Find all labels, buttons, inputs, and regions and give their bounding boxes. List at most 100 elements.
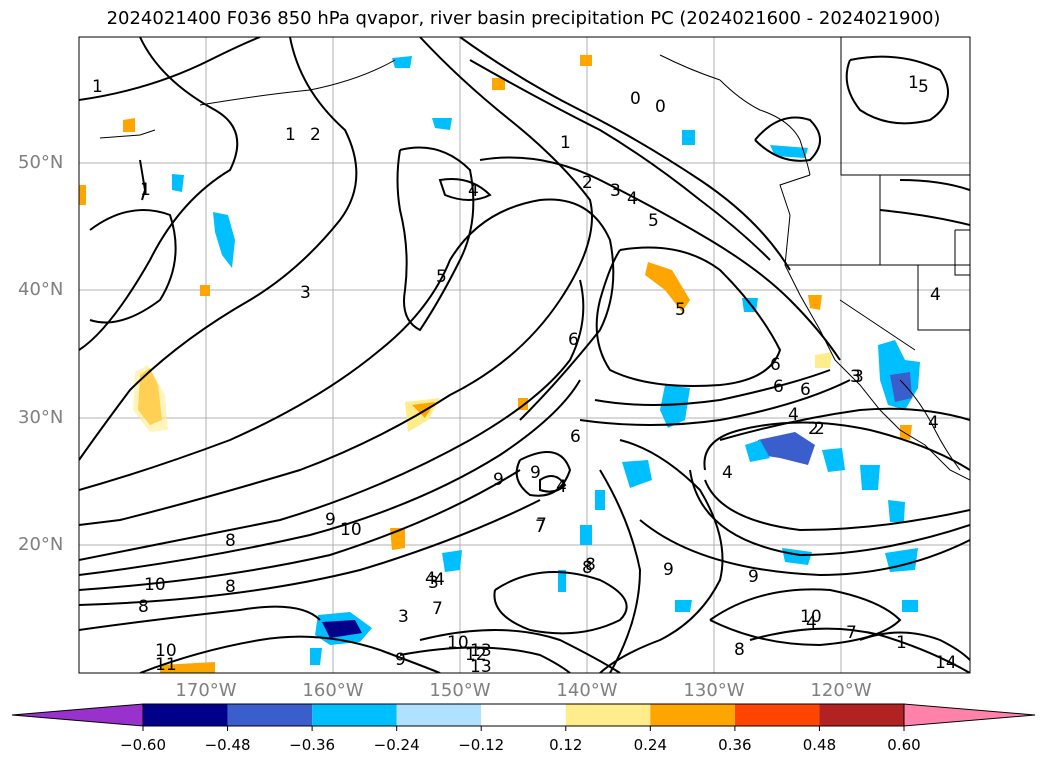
lon-label: 160°W (302, 680, 364, 701)
contour-label: 5 (436, 267, 447, 287)
colorbar-tick-label: −0.60 (120, 736, 166, 754)
contour-label: 10 (155, 641, 177, 661)
map-frame (78, 36, 971, 674)
contour-label: 4 (930, 285, 941, 305)
colorbar-segment (565, 704, 651, 726)
contour-label: 6 (773, 377, 784, 397)
contour-label: 1 (560, 133, 571, 153)
contour-label: 4 (468, 181, 479, 201)
contour-label: 11 (155, 655, 177, 675)
contour-label: 5 (675, 300, 686, 320)
contour-label: 2 (808, 419, 819, 439)
contour-label: 7 (846, 623, 857, 643)
contour-label: 10 (447, 633, 469, 653)
colorbar-extend-high (903, 703, 1036, 727)
colorbar-tick-label: −0.24 (373, 736, 420, 754)
colorbar-segment (312, 704, 397, 726)
colorbar-segment (734, 704, 820, 726)
precip-shading (79, 55, 920, 673)
contour-label: 0 (630, 89, 641, 109)
colorbar-segment (396, 704, 482, 726)
colorbar-tick-label: 0.36 (718, 736, 752, 754)
colorbar-segment (819, 704, 904, 726)
colorbar-tick-label: −0.12 (458, 736, 505, 754)
contour-label: 1 (92, 77, 103, 97)
contour-label: 9 (325, 510, 336, 530)
contour-label: 8 (225, 531, 236, 551)
lon-label: 170°W (175, 680, 237, 701)
lon-label: 120°W (810, 680, 872, 701)
contour-label: 7 (536, 515, 547, 535)
contour-label: 6 (800, 380, 811, 400)
contour-label: 9 (748, 567, 759, 587)
contour-label: 8 (734, 640, 745, 660)
contour-label: 4 (722, 463, 733, 483)
contour-label: 8 (225, 577, 236, 597)
contour-label: 6 (570, 427, 581, 447)
contour-label: 6 (770, 355, 781, 375)
contour-label: 3 (398, 607, 409, 627)
contour-label: 4 (788, 405, 799, 425)
colorbar-segment (227, 704, 313, 726)
colorbar-segment (650, 704, 735, 726)
colorbar-tick-label: 0.60 (887, 736, 921, 754)
contour-label: 4 (806, 613, 817, 633)
contour-label: 6 (568, 330, 579, 350)
contour-label: 2 (582, 173, 593, 193)
contour-label: 2 (310, 125, 321, 145)
qvapor-contours (79, 37, 970, 673)
contour-label: 12 (465, 645, 487, 665)
contour-label: 9 (493, 470, 504, 490)
colorbar-tick-label: 0.24 (633, 736, 668, 754)
contour-label: 9 (530, 463, 541, 483)
contour-label: 1 (908, 73, 919, 93)
contour-label: 3 (428, 573, 439, 593)
contour-label: 5 (918, 77, 929, 97)
lat-label: 40°N (18, 279, 64, 300)
lat-label: 20°N (18, 534, 64, 555)
contour-label: 4 (434, 570, 445, 590)
contour-label: 10 (800, 607, 822, 627)
contour-label: 10 (340, 520, 362, 540)
colorbar-tick-label: 0.12 (549, 736, 583, 754)
contour-label: 8 (582, 558, 593, 578)
contour-label: 9 (663, 560, 674, 580)
colorbar-tick-label: −0.36 (289, 736, 336, 754)
contour-label: 1 (285, 125, 296, 145)
contour-label: 0 (655, 97, 666, 117)
colorbar-tick-label: 0.48 (802, 736, 837, 754)
contour-label: 14 (935, 653, 957, 673)
contour-label: 3 (300, 283, 311, 303)
lat-label: 50°N (18, 152, 64, 173)
map-title: 2024021400 F036 850 hPa qvapor, river ba… (106, 8, 941, 29)
contour-label: 1 (896, 633, 907, 653)
contour-label: 3 (850, 367, 861, 387)
contour-label: 10 (144, 575, 166, 595)
lat-label: 30°N (18, 407, 64, 428)
contour-label: 4 (425, 569, 436, 589)
contour-label: 3 (610, 181, 621, 201)
contour-label: 13 (470, 641, 492, 661)
contour-label: 2 (814, 419, 825, 439)
contour-label: 4 (928, 413, 939, 433)
contour-label: 3 (853, 367, 864, 387)
lon-label: 140°W (556, 680, 618, 701)
lon-label: 150°W (429, 680, 491, 701)
contour-label: 4 (627, 189, 638, 209)
colorbar-tick-label: −0.48 (204, 736, 251, 754)
contour-label: 1 (140, 180, 151, 200)
lon-label: 130°W (683, 680, 745, 701)
colorbar-segment (481, 704, 566, 726)
contour-label: 8 (585, 555, 596, 575)
contour-label: 13 (470, 657, 492, 677)
contour-label: 8 (138, 597, 149, 617)
contour-label: 7 (535, 517, 546, 537)
contour-label: 4 (556, 477, 567, 497)
colorbar-extend-low (11, 703, 144, 727)
colorbar-frame (142, 703, 905, 727)
contour-label: 5 (648, 211, 659, 231)
contour-label: 9 (395, 650, 406, 670)
